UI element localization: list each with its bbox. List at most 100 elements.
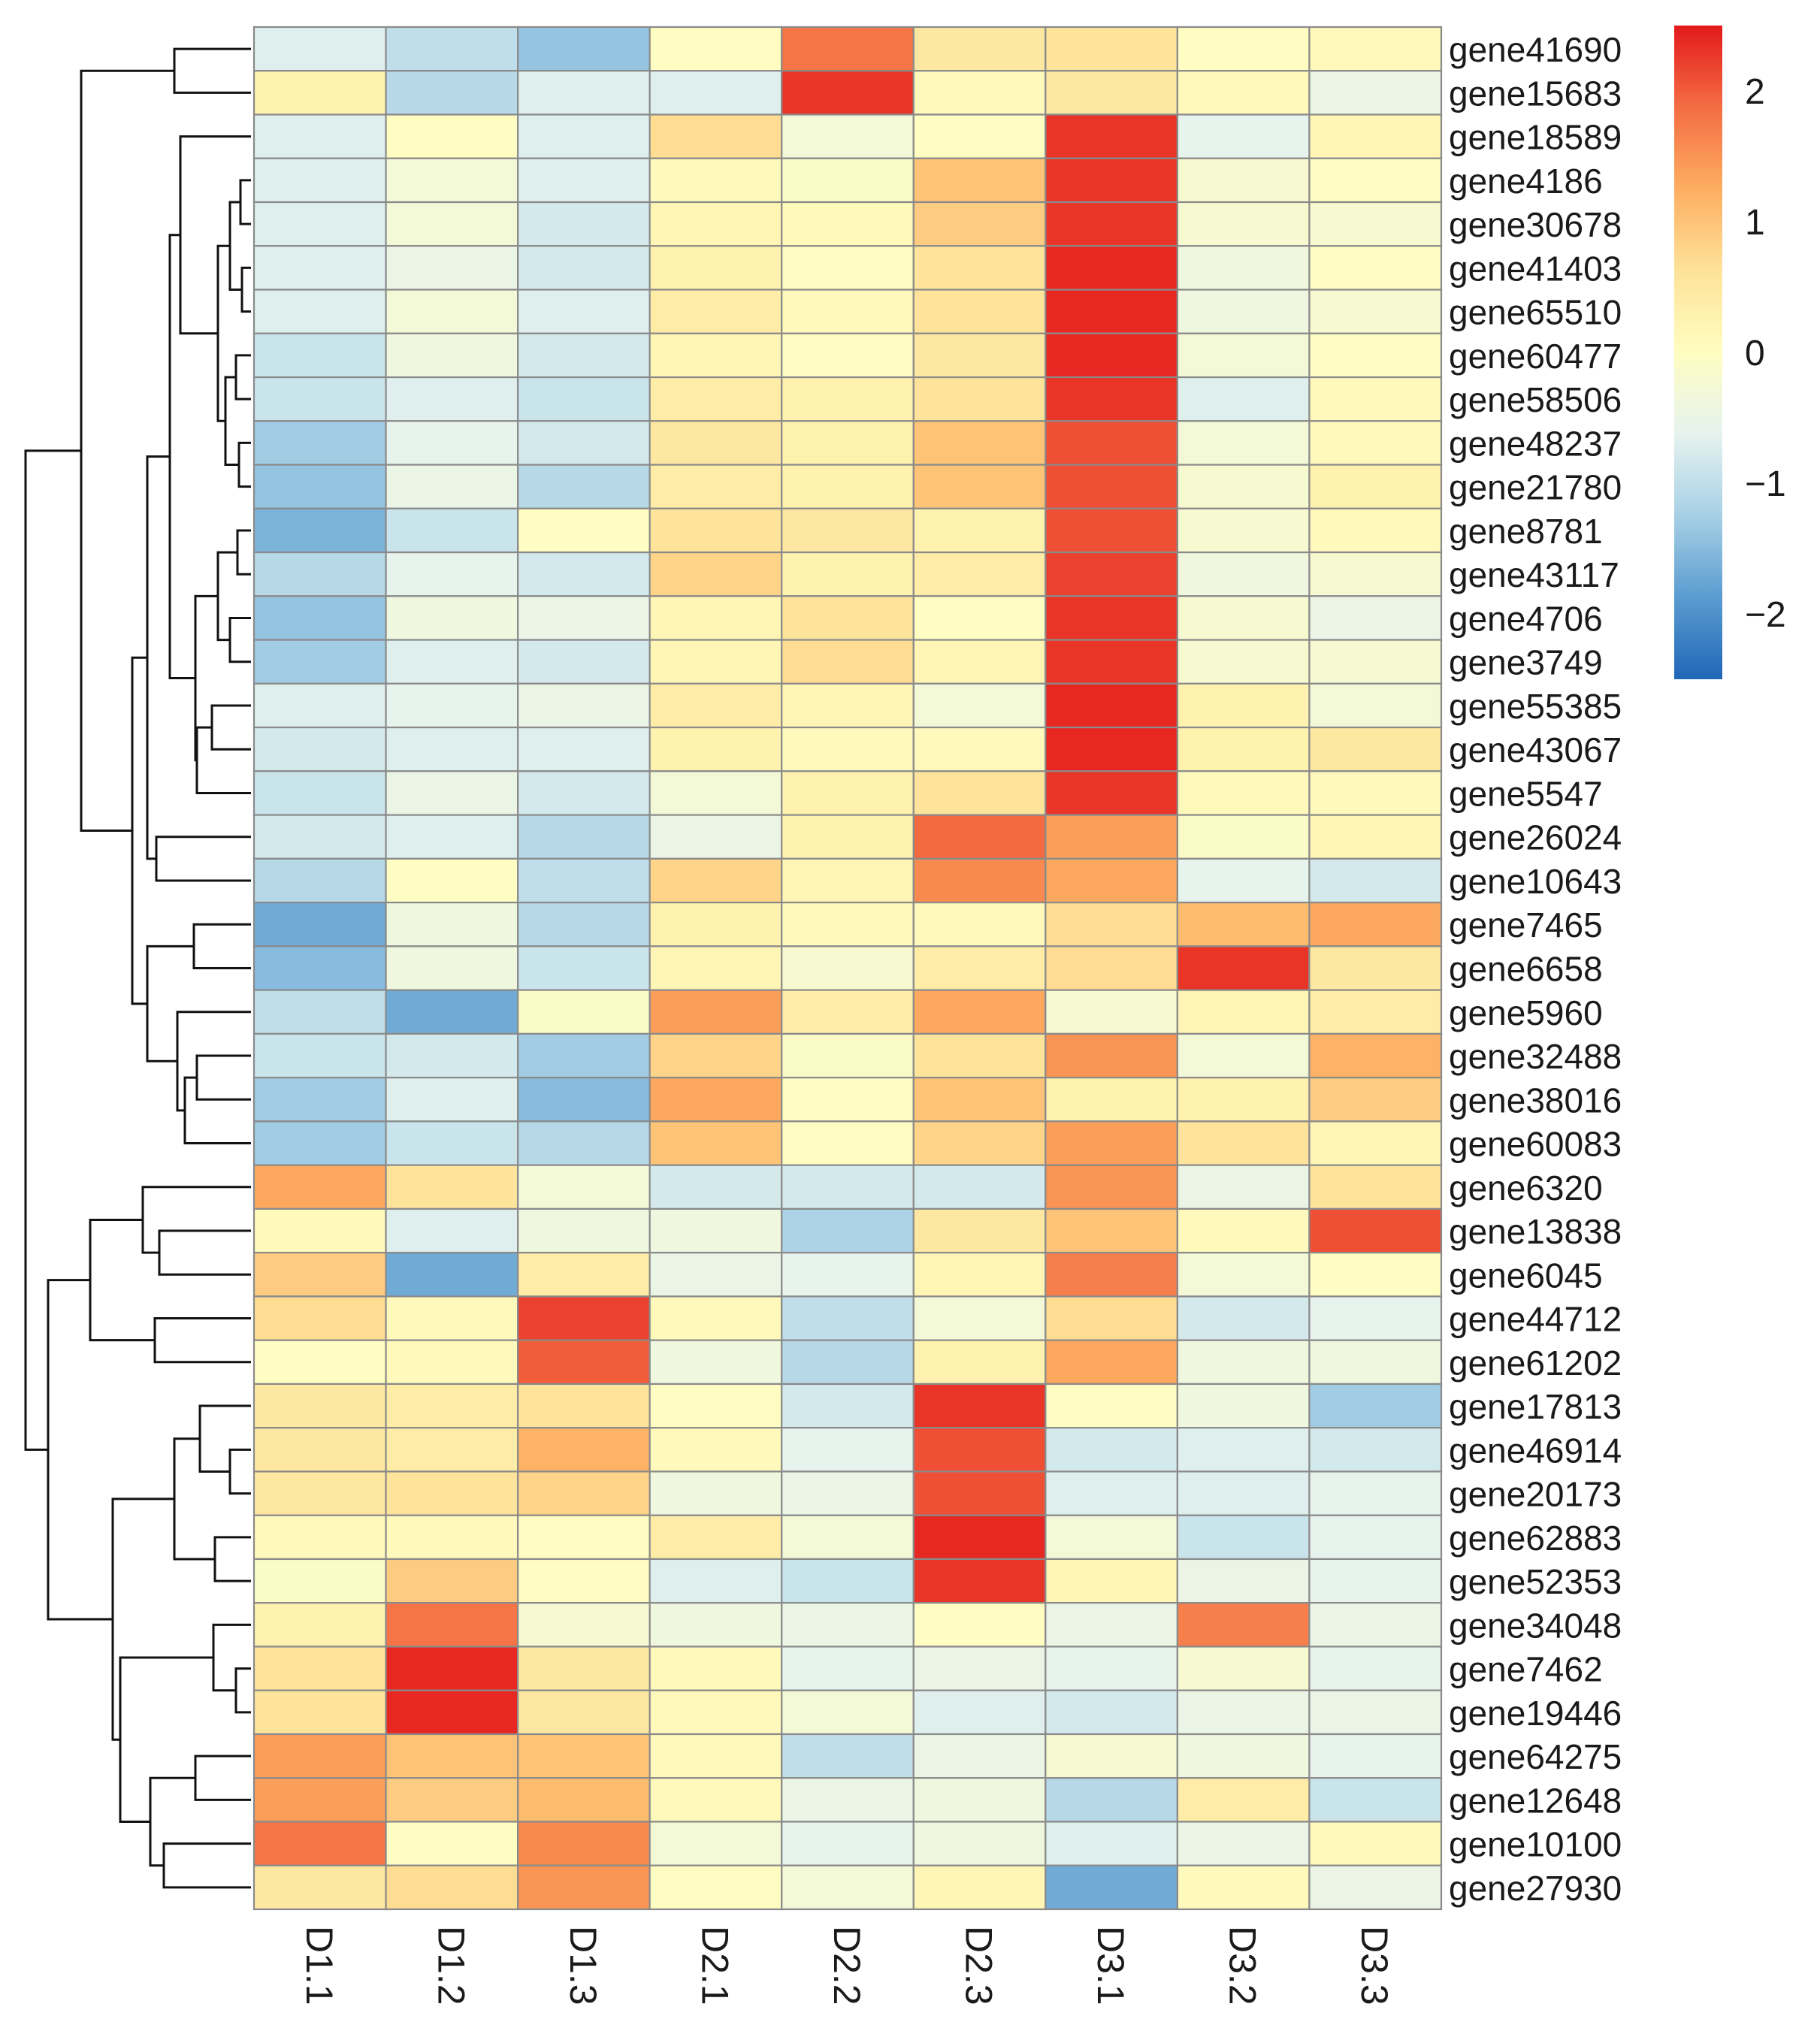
heatmap-cell <box>648 157 783 204</box>
heatmap-cell <box>252 1252 387 1298</box>
heatmap-cell <box>1045 1558 1178 1604</box>
heatmap-cell <box>1045 989 1178 1035</box>
heatmap-cell <box>912 989 1047 1035</box>
row-label: gene61202 <box>1449 1343 1622 1383</box>
heatmap-cell <box>912 1864 1047 1911</box>
heatmap-cell <box>1045 1339 1178 1386</box>
heatmap-cell <box>1176 1164 1311 1210</box>
heatmap-cell <box>648 201 783 247</box>
heatmap-cell <box>781 1207 915 1254</box>
row-label: gene48237 <box>1449 424 1622 463</box>
heatmap-cell <box>1176 245 1311 291</box>
heatmap-cell <box>1045 289 1178 334</box>
color-legend-tick-label: 1 <box>1745 203 1765 243</box>
heatmap-cell <box>648 1252 783 1298</box>
heatmap-cell <box>1308 639 1443 685</box>
heatmap-cell <box>1176 595 1311 641</box>
heatmap-cell <box>648 1077 783 1123</box>
heatmap-cell <box>1308 1733 1443 1779</box>
heatmap-cell <box>252 1383 387 1429</box>
heatmap-cell <box>252 70 387 116</box>
heatmap-cell <box>385 1383 519 1429</box>
heatmap-cell <box>1045 70 1178 116</box>
heatmap-cell <box>1176 332 1311 379</box>
heatmap-cell <box>781 1077 915 1123</box>
heatmap-cell <box>1308 1077 1443 1123</box>
heatmap-cell <box>252 902 387 947</box>
row-label: gene3749 <box>1449 643 1603 682</box>
heatmap-cell <box>648 639 783 685</box>
heatmap-cell <box>252 1032 387 1079</box>
heatmap-cell <box>517 857 651 904</box>
heatmap-cell <box>1308 420 1443 466</box>
heatmap-cell <box>1308 1777 1443 1823</box>
row-label: gene32488 <box>1449 1037 1622 1076</box>
row-label: gene6045 <box>1449 1256 1603 1295</box>
heatmap-cell <box>252 1077 387 1123</box>
heatmap-cell <box>781 857 915 904</box>
heatmap-cell <box>648 1295 783 1341</box>
heatmap-cell <box>648 1383 783 1429</box>
dendrogram-branch <box>131 656 147 1005</box>
heatmap-cell <box>648 1864 783 1911</box>
row-label: gene7465 <box>1449 905 1603 944</box>
heatmap-cell <box>252 595 387 641</box>
heatmap-cell <box>252 1120 387 1166</box>
heatmap-cell <box>781 70 915 116</box>
heatmap-cell <box>517 332 651 379</box>
heatmap-cell <box>517 245 651 291</box>
heatmap-cell <box>1308 1295 1443 1341</box>
heatmap-cell <box>1176 1602 1311 1648</box>
heatmap-cell <box>385 1295 519 1341</box>
heatmap-cell <box>1045 770 1178 816</box>
heatmap-cell <box>517 1777 651 1823</box>
heatmap-cell <box>252 420 387 466</box>
heatmap-cell <box>912 1164 1047 1210</box>
heatmap-cell <box>781 464 915 509</box>
heatmap-cell <box>1176 1252 1311 1298</box>
heatmap-cell <box>385 464 519 509</box>
heatmap-cell <box>385 1032 519 1079</box>
heatmap-cell <box>1176 376 1311 422</box>
dendrogram-branch <box>168 234 195 680</box>
heatmap-cell <box>781 726 915 772</box>
heatmap-cell <box>385 1733 519 1779</box>
heatmap-cell <box>385 551 519 597</box>
heatmap-cell <box>1176 1383 1311 1429</box>
heatmap-cell <box>648 1646 783 1691</box>
heatmap-cell <box>1308 945 1443 991</box>
heatmap-cell <box>781 376 915 422</box>
heatmap-cell <box>517 1733 651 1779</box>
heatmap-cell <box>1045 1777 1178 1823</box>
heatmap-cell <box>1045 376 1178 422</box>
heatmap-cell <box>1308 1514 1443 1561</box>
heatmap-cell <box>517 507 651 554</box>
column-label: D3.1 <box>1090 1926 1132 2005</box>
heatmap-cell <box>912 639 1047 685</box>
heatmap-cell <box>912 551 1047 597</box>
heatmap-cell <box>781 1470 915 1516</box>
heatmap-cell <box>1176 1689 1311 1736</box>
color-legend-tick-label: −1 <box>1745 464 1786 504</box>
heatmap-cell <box>781 1821 915 1866</box>
heatmap-cell <box>517 464 651 509</box>
heatmap-cell <box>1308 770 1443 816</box>
heatmap-cell <box>385 1077 519 1123</box>
heatmap-cell <box>517 1252 651 1298</box>
heatmap-cell <box>517 1077 651 1123</box>
heatmap-cell <box>781 113 915 159</box>
heatmap-cell <box>517 1602 651 1648</box>
dendrogram-branch <box>146 944 194 1062</box>
heatmap-cell <box>648 1602 783 1648</box>
dendrogram-branch <box>47 1279 113 1621</box>
heatmap-cell <box>517 1383 651 1429</box>
heatmap-cell <box>517 201 651 247</box>
heatmap-cell <box>252 1689 387 1736</box>
row-label: gene38016 <box>1449 1080 1622 1120</box>
heatmap-cell <box>1308 1383 1443 1429</box>
heatmap-cell <box>1045 595 1178 641</box>
heatmap-cell <box>1176 70 1311 116</box>
heatmap-cell <box>1308 1646 1443 1691</box>
heatmap-cell <box>252 1733 387 1779</box>
heatmap-cell <box>517 989 651 1035</box>
